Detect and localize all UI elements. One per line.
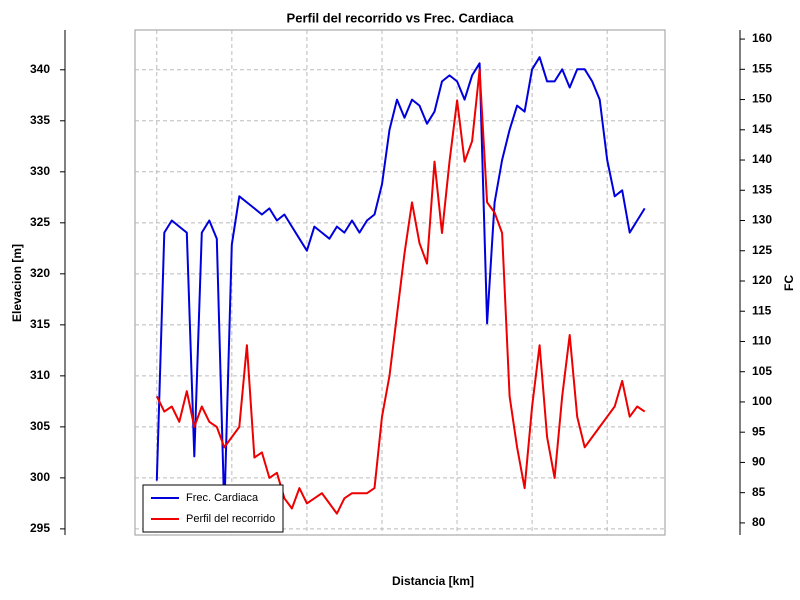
- y2-tick-label: 95: [752, 424, 766, 438]
- y2-tick-label: 100: [752, 394, 772, 408]
- y-tick-label: 300: [30, 470, 50, 484]
- y2-tick-label: 135: [752, 182, 772, 196]
- series-line: [155, 56, 646, 512]
- y-tick-label: 320: [30, 266, 50, 280]
- y2-axis-label: FC: [782, 275, 796, 291]
- y2-tick-label: 140: [752, 152, 772, 166]
- y-tick-label: 330: [30, 164, 50, 178]
- y-tick-label: 335: [30, 113, 50, 127]
- y-tick-label: 315: [30, 317, 50, 331]
- legend-label: Frec. Cardiaca: [186, 492, 259, 504]
- plot-frame: [134, 29, 666, 536]
- y-tick-label: 310: [30, 368, 50, 382]
- y-tick-label: 305: [30, 419, 50, 433]
- y2-tick-label: 145: [752, 122, 772, 136]
- legend-label: Perfil del recorrido: [186, 513, 275, 525]
- y-axis-label: Elevacion [m]: [10, 244, 24, 322]
- y2-tick-label: 115: [752, 303, 772, 317]
- y-tick-label: 295: [30, 521, 50, 535]
- y2-tick-label: 85: [752, 485, 766, 499]
- legend-box: [142, 484, 284, 533]
- y2-tick-label: 155: [752, 61, 772, 75]
- x-axis-label: Distancia [km]: [392, 574, 474, 588]
- series-line: [155, 68, 646, 515]
- chart-title: Perfil del recorrido vs Frec. Cardiaca: [287, 10, 515, 25]
- y2-tick-label: 105: [752, 364, 772, 378]
- y2-tick-label: 125: [752, 243, 772, 257]
- y2-tick-label: 160: [752, 31, 772, 45]
- y2-tick-label: 150: [752, 92, 772, 106]
- y2-tick-label: 120: [752, 273, 772, 287]
- y2-tick-label: 90: [752, 455, 766, 469]
- y-tick-label: 340: [30, 62, 50, 76]
- y2-tick-label: 80: [752, 515, 766, 529]
- y2-tick-label: 130: [752, 213, 772, 227]
- y-tick-label: 325: [30, 215, 50, 229]
- y2-tick-label: 110: [752, 334, 772, 348]
